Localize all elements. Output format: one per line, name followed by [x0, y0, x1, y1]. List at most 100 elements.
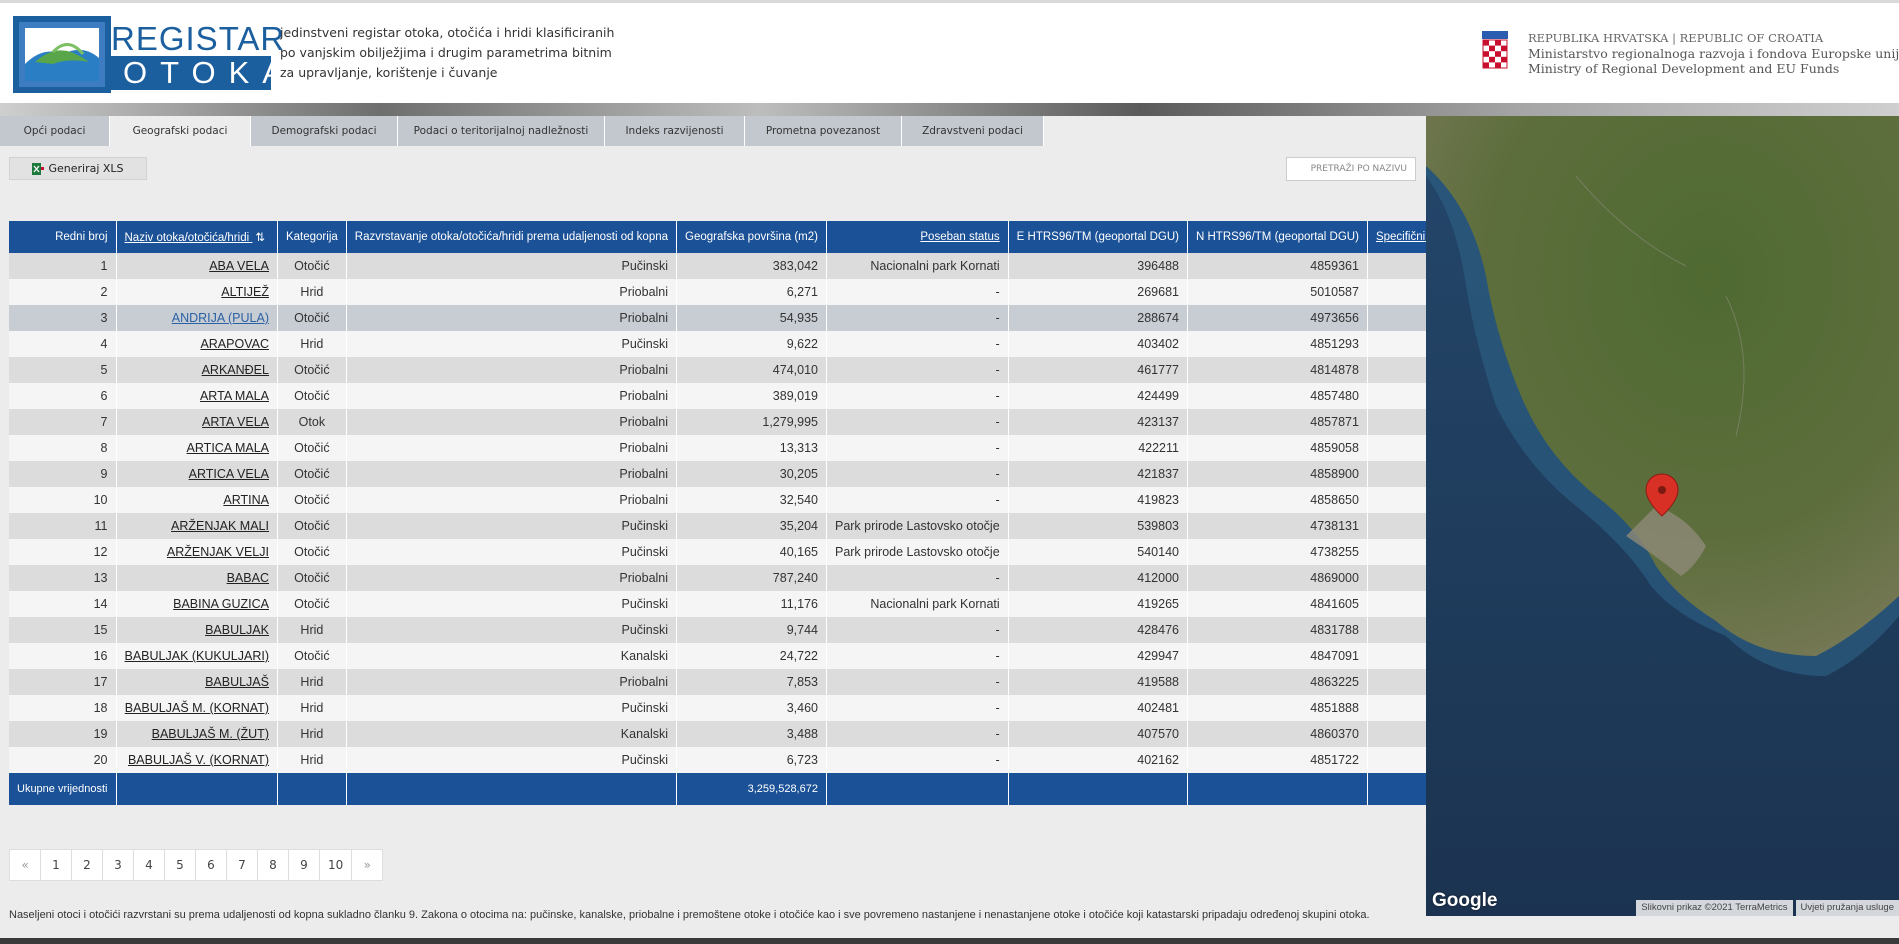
cell-naziv[interactable]: BABULJAK — [116, 617, 278, 643]
republic-label: REPUBLIKA HRVATSKA | REPUBLIC OF CROATIA — [1528, 31, 1824, 45]
table-row[interactable]: 12 ARŽENJAK VELJI Otočić Pučinski 40,165 Park… — [9, 539, 1474, 565]
cell-naziv[interactable]: BABULJAŠ — [116, 669, 278, 695]
pager-page[interactable]: 1 — [40, 849, 72, 881]
cell-naziv[interactable]: ARŽENJAK VELJI — [116, 539, 278, 565]
header-band — [0, 103, 1899, 116]
table-row[interactable]: 14 BABINA GUZICA Otočić Pučinski 11,176 Nacio… — [9, 591, 1474, 617]
search-by-name-input[interactable]: PRETRAŽI PO NAZIVU — [1286, 157, 1416, 181]
tab-zdravstveni-podaci[interactable]: Zdravstveni podaci — [902, 116, 1044, 146]
table-row[interactable]: 9 ARTICA VELA Otočić Priobalni 30,205-421837… — [9, 461, 1474, 487]
cell-poseban-status: - — [826, 409, 1009, 435]
cell-naziv[interactable]: ANDRIJA (PULA) — [116, 305, 278, 331]
pager-page[interactable]: 8 — [257, 849, 289, 881]
cell-n-koordinata: 4851888 — [1187, 695, 1368, 721]
cell-poseban-status: - — [826, 565, 1009, 591]
table-row[interactable]: 11 ARŽENJAK MALI Otočić Pučinski 35,204 Park … — [9, 513, 1474, 539]
tab-demografski-podaci[interactable]: Demografski podaci — [251, 116, 398, 146]
cell-poseban-status: Park prirode Lastovsko otočje — [826, 539, 1009, 565]
cell-poseban-status: - — [826, 357, 1009, 383]
pager-next[interactable]: » — [351, 849, 384, 881]
cell-naziv[interactable]: ABA VELA — [116, 253, 278, 279]
table-row[interactable]: 20 BABULJAŠ V. (KORNAT) Hrid Pučinski 6,723-… — [9, 747, 1474, 773]
cell-e-koordinata: 422211 — [1008, 435, 1188, 461]
island-logo-icon — [13, 16, 111, 93]
pager-page[interactable]: 4 — [133, 849, 165, 881]
cell-e-koordinata: 396488 — [1008, 253, 1188, 279]
table-header-row: Redni broj Naziv otoka/otočića/hridi ⇅ K… — [9, 221, 1474, 253]
pager-page[interactable]: 3 — [102, 849, 134, 881]
tab-geografski-podaci[interactable]: Geografski podaci — [110, 116, 251, 146]
map-terms-link[interactable]: Uvjeti pružanja usluge — [1795, 900, 1899, 916]
cell-razvrstavanje: Priobalni — [346, 409, 678, 435]
cell-naziv[interactable]: BABAC — [116, 565, 278, 591]
cell-naziv[interactable]: BABULJAŠ M. (ŽUT) — [116, 721, 278, 747]
cell-kategorija: Hrid — [277, 617, 347, 643]
table-row[interactable]: 19 BABULJAŠ M. (ŽUT) Hrid Kanalski 3,488-407… — [9, 721, 1474, 747]
cell-naziv[interactable]: ARTICA MALA — [116, 435, 278, 461]
table-row[interactable]: 10 ARTINA Otočić Priobalni 32,540-419823 4858… — [9, 487, 1474, 513]
cell-kategorija: Otočić — [277, 435, 347, 461]
cell-e-koordinata: 539803 — [1008, 513, 1188, 539]
tab-teritorijalna-nadleznost[interactable]: Podaci o teritorijalnoj nadležnosti — [398, 116, 605, 146]
cell-naziv[interactable]: BABULJAŠ M. (KORNAT) — [116, 695, 278, 721]
site-header: REGISTAR OTOKA jedinstveni registar otok… — [0, 3, 1899, 103]
map-imagery-credit: Slikovni prikaz ©2021 TerraMetrics — [1636, 900, 1793, 916]
table-row[interactable]: 2 ALTIJEŽ Hrid Priobalni 6,271-269681 5010587 — [9, 279, 1474, 305]
map-panel[interactable]: Google Slikovni prikaz ©2021 TerraMetric… — [1426, 116, 1899, 916]
bottom-scrollbar[interactable] — [0, 938, 1899, 944]
cell-naziv[interactable]: ARTINA — [116, 487, 278, 513]
cell-e-koordinata: 429947 — [1008, 643, 1188, 669]
pager-page[interactable]: 5 — [164, 849, 196, 881]
cell-naziv[interactable]: ARTICA VELA — [116, 461, 278, 487]
pager-prev[interactable]: « — [9, 849, 41, 881]
google-logo: Google — [1432, 890, 1498, 911]
cell-povrsina: 3,488 — [676, 721, 827, 747]
table-row[interactable]: 8 ARTICA MALA Otočić Priobalni 13,313-422211… — [9, 435, 1474, 461]
cell-naziv[interactable]: ARTA VELA — [116, 409, 278, 435]
pager-page[interactable]: 10 — [319, 849, 353, 881]
location-marker-icon[interactable] — [1645, 473, 1679, 517]
col-poseban-status[interactable]: Poseban status — [826, 221, 1009, 253]
table-row[interactable]: 13 BABAC Otočić Priobalni 787,240-412000 4869… — [9, 565, 1474, 591]
table-row[interactable]: 15 BABULJAK Hrid Pučinski 9,744-428476 483178… — [9, 617, 1474, 643]
cell-e-koordinata: 269681 — [1008, 279, 1188, 305]
cell-naziv[interactable]: ARŽENJAK MALI — [116, 513, 278, 539]
table-row[interactable]: 16 BABULJAK (KUKULJARI) Otočić Kanalski 24,7… — [9, 643, 1474, 669]
cell-kategorija: Otočić — [277, 487, 347, 513]
cell-poseban-status: - — [826, 279, 1009, 305]
registar-otoka-logo[interactable]: REGISTAR OTOKA — [13, 16, 284, 93]
col-razvrstavanje: Razvrstavanje otoka/otočića/hridi prema … — [346, 221, 678, 253]
tab-prometna-povezanost[interactable]: Prometna povezanost — [745, 116, 902, 146]
cell-naziv[interactable]: BABULJAŠ V. (KORNAT) — [116, 747, 278, 773]
pager-page[interactable]: 2 — [71, 849, 103, 881]
cell-naziv[interactable]: BABINA GUZICA — [116, 591, 278, 617]
cell-redni-broj: 1 — [9, 253, 117, 279]
cell-naziv[interactable]: ALTIJEŽ — [116, 279, 278, 305]
table-row[interactable]: 1 ABA VELA Otočić Pučinski 383,042 Nacionalni… — [9, 253, 1474, 279]
tagline: jedinstveni registar otoka, otočića i hr… — [280, 23, 614, 83]
table-body: 1 ABA VELA Otočić Pučinski 383,042 Nacionalni… — [9, 253, 1474, 773]
cell-naziv[interactable]: ARKANĐEL — [116, 357, 278, 383]
pager-page[interactable]: 9 — [288, 849, 320, 881]
table-row[interactable]: 18 BABULJAŠ M. (KORNAT) Hrid Pučinski 3,460-… — [9, 695, 1474, 721]
cell-poseban-status: - — [826, 721, 1009, 747]
pager-page[interactable]: 6 — [195, 849, 227, 881]
col-naziv[interactable]: Naziv otoka/otočića/hridi ⇅ — [116, 221, 278, 253]
cell-kategorija: Otočić — [277, 539, 347, 565]
pager-page[interactable]: 7 — [226, 849, 258, 881]
table-row[interactable]: 3 ANDRIJA (PULA) Otočić Priobalni 54,935-288… — [9, 305, 1474, 331]
cell-naziv[interactable]: BABULJAK (KUKULJARI) — [116, 643, 278, 669]
tab-opci-podaci[interactable]: Opći podaci — [0, 116, 110, 146]
tagline-line: po vanjskim obilježjima i drugim paramet… — [280, 45, 612, 60]
generate-xls-button[interactable]: Generiraj XLS — [9, 157, 147, 180]
table-row[interactable]: 5 ARKANĐEL Otočić Priobalni 474,010-461777 48… — [9, 357, 1474, 383]
cell-n-koordinata: 4738255 — [1187, 539, 1368, 565]
table-row[interactable]: 7 ARTA VELA Otok Priobalni 1,279,995-423137 4… — [9, 409, 1474, 435]
table-row[interactable]: 4 ARAPOVAC Hrid Pučinski 9,622-403402 4851293 — [9, 331, 1474, 357]
cell-naziv[interactable]: ARTA MALA — [116, 383, 278, 409]
table-row[interactable]: 6 ARTA MALA Otočić Priobalni 389,019-424499 4… — [9, 383, 1474, 409]
cell-naziv[interactable]: ARAPOVAC — [116, 331, 278, 357]
tab-indeks-razvijenosti[interactable]: Indeks razvijenosti — [605, 116, 745, 146]
table-row[interactable]: 17 BABULJAŠ Hrid Priobalni 7,853-419588 48632… — [9, 669, 1474, 695]
cell-poseban-status: Park prirode Lastovsko otočje — [826, 513, 1009, 539]
